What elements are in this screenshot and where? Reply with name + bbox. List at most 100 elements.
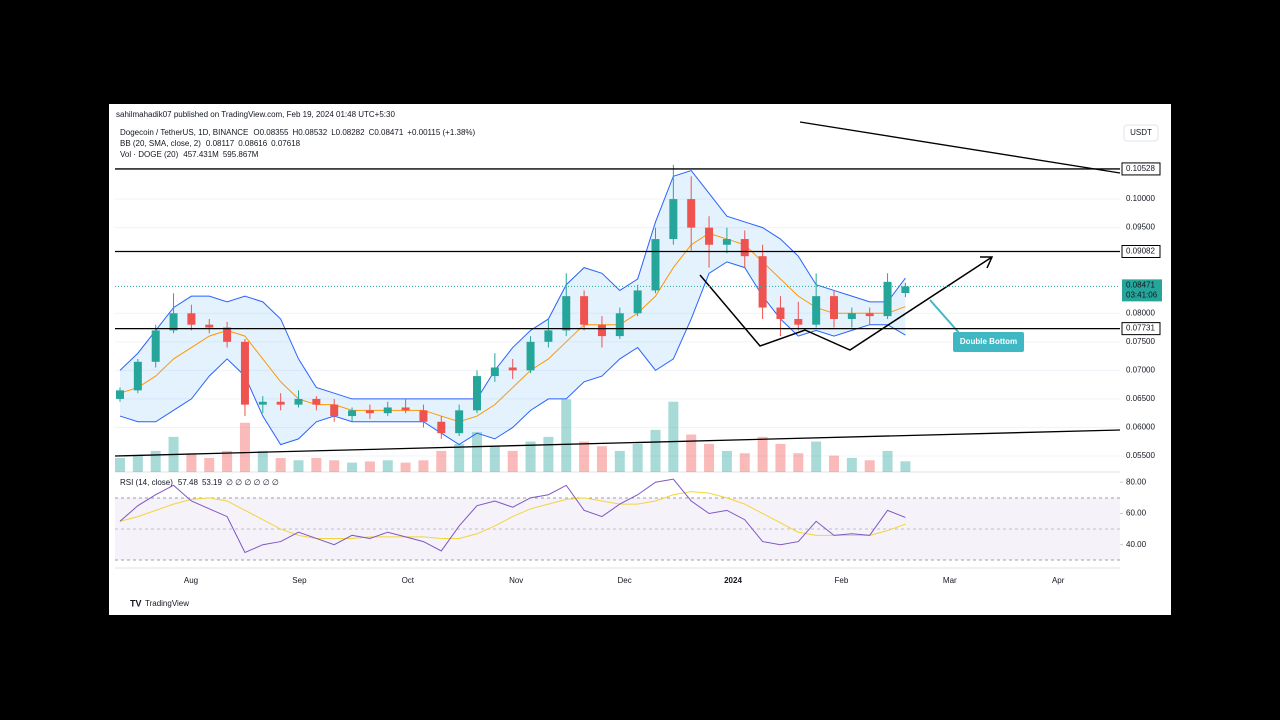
header-value: L0.08282 bbox=[331, 128, 365, 137]
volume-bar bbox=[614, 450, 625, 472]
candle-body bbox=[508, 367, 517, 371]
candle-body bbox=[847, 313, 856, 319]
candle-body bbox=[812, 296, 821, 325]
candle-body bbox=[419, 410, 428, 422]
header-value: C0.08471 bbox=[369, 128, 404, 137]
candle-body bbox=[133, 361, 142, 391]
candle-body bbox=[794, 318, 803, 325]
header-value: ∅ ∅ ∅ ∅ ∅ ∅ bbox=[226, 478, 279, 487]
level-label-box bbox=[1121, 162, 1161, 176]
volume-bar bbox=[561, 399, 572, 472]
header-value: 53.19 bbox=[202, 478, 223, 487]
x-tick-label: Sep bbox=[292, 576, 307, 585]
candle-body bbox=[544, 330, 553, 342]
volume-bar bbox=[507, 450, 518, 472]
brand: TradingView bbox=[145, 599, 189, 608]
volume-bar bbox=[239, 422, 250, 472]
volume-bar bbox=[543, 436, 554, 472]
rsi-ma-line bbox=[119, 491, 906, 539]
volume-bar bbox=[757, 436, 768, 472]
candle-body bbox=[883, 281, 892, 317]
volume-bar bbox=[222, 450, 233, 472]
level-label: 0.10528 bbox=[1126, 164, 1155, 173]
brand-logo: TV bbox=[130, 598, 142, 608]
volume-bar bbox=[793, 453, 804, 472]
level-label-box bbox=[1121, 322, 1161, 336]
volume-bar bbox=[668, 401, 679, 472]
volume-bar bbox=[186, 453, 197, 472]
volume-bar bbox=[650, 429, 661, 472]
trendline bbox=[799, 121, 1121, 174]
candle-body bbox=[294, 398, 303, 405]
volume-bar bbox=[525, 441, 536, 472]
header-value: O0.08355 bbox=[253, 128, 289, 137]
candle-body bbox=[580, 296, 589, 325]
candle-body bbox=[705, 227, 714, 245]
publisher: sahilmahadik07 published on TradingView.… bbox=[116, 110, 395, 119]
volume-bar bbox=[829, 455, 839, 472]
volume-bar bbox=[704, 443, 715, 472]
candle-body bbox=[365, 410, 374, 414]
volume-bar bbox=[864, 460, 875, 472]
x-tick-label: Aug bbox=[184, 576, 198, 585]
y-tick-label: 0.08000 bbox=[1126, 308, 1155, 317]
x-tick-label: Dec bbox=[617, 576, 631, 585]
level-label: 0.07731 bbox=[1126, 324, 1155, 333]
candle-body bbox=[615, 313, 624, 337]
rsi-tick-label: 40.00 bbox=[1126, 540, 1147, 549]
candle-body bbox=[597, 324, 606, 337]
header-value: 0.08117 bbox=[206, 139, 235, 148]
candle-body bbox=[758, 256, 767, 308]
bb-label: BB (20, SMA, close, 2) bbox=[120, 139, 201, 148]
candle-body bbox=[865, 313, 874, 317]
volume-bar bbox=[596, 446, 607, 472]
candle-body bbox=[223, 327, 232, 342]
candle-body bbox=[490, 367, 499, 377]
currency-button[interactable] bbox=[1123, 124, 1159, 142]
volume-bar bbox=[882, 450, 893, 472]
level-label-box bbox=[1121, 244, 1161, 258]
header-value: 57.48 bbox=[178, 478, 199, 487]
trendline bbox=[114, 429, 1121, 457]
x-tick-label: Mar bbox=[943, 576, 957, 585]
y-tick-label: 0.09500 bbox=[1126, 223, 1155, 232]
y-tick-label: 0.06000 bbox=[1126, 423, 1155, 432]
volume-bar bbox=[721, 450, 732, 472]
y-tick-label: 0.07500 bbox=[1126, 337, 1155, 346]
volume-bar bbox=[293, 460, 304, 472]
candle-body bbox=[901, 286, 910, 294]
volume-bar bbox=[382, 460, 393, 472]
volume-bar bbox=[900, 461, 911, 472]
y-tick-label: 0.10000 bbox=[1126, 194, 1155, 203]
x-tick-label: 2024 bbox=[724, 576, 742, 585]
candle-body bbox=[116, 390, 124, 399]
candle-body bbox=[240, 341, 249, 405]
volume-bar bbox=[739, 453, 750, 472]
header-value: 0.07618 bbox=[271, 139, 300, 148]
y-tick-label: 0.07000 bbox=[1126, 365, 1155, 374]
vol-label: Vol · DOGE (20) bbox=[120, 150, 179, 159]
volume-bar bbox=[454, 443, 465, 472]
volume-bar bbox=[489, 446, 500, 472]
candle-body bbox=[169, 313, 178, 331]
level-label: 0.09082 bbox=[1126, 247, 1155, 256]
callout bbox=[953, 332, 1024, 352]
candle-body bbox=[473, 376, 481, 411]
symbol: Dogecoin / TetherUS, 1D, BINANCE bbox=[120, 128, 248, 137]
callout-text: Double Bottom bbox=[960, 337, 1017, 346]
y-tick-label: 0.06500 bbox=[1126, 394, 1155, 403]
candle-body bbox=[151, 330, 160, 362]
last-price-label: 0.08471 bbox=[1126, 280, 1155, 289]
panel bbox=[109, 104, 1171, 615]
candle-body bbox=[669, 199, 678, 240]
currency[interactable]: USDT bbox=[1130, 128, 1152, 137]
volume-bar bbox=[811, 441, 822, 472]
x-tick-label: Feb bbox=[835, 576, 849, 585]
volume-bar bbox=[347, 462, 358, 472]
double-bottom-path bbox=[699, 256, 993, 351]
volume-bar bbox=[686, 434, 697, 472]
header-value: 0.08616 bbox=[238, 139, 267, 148]
header-value: H0.08532 bbox=[293, 128, 328, 137]
candle-body bbox=[330, 404, 339, 417]
